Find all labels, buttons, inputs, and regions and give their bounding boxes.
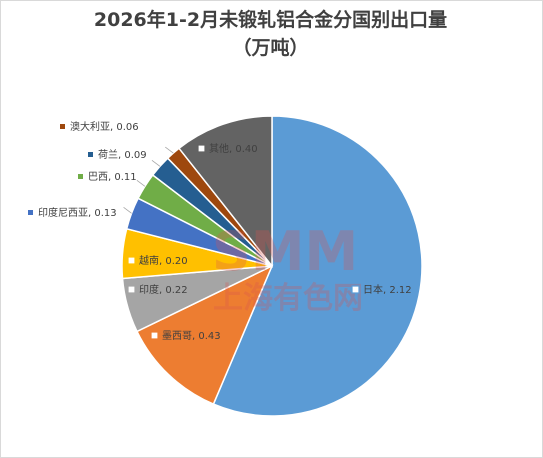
- leader-line-7: [151, 159, 161, 167]
- legend-key-8: [60, 124, 65, 129]
- leader-line-6: [136, 180, 146, 187]
- slice-label-1: 日本, 2.12: [363, 283, 412, 296]
- pie-slice-9: [177, 115, 273, 269]
- leader-line-8: [165, 146, 174, 154]
- slice-label-3: 印度, 0.22: [139, 283, 188, 296]
- legend-key-9: [197, 144, 206, 153]
- chart-title: 2026年1-2月未锻轧铝合金分国别出口量: [93, 9, 448, 31]
- slice-label-8: 澳大利亚, 0.06: [70, 120, 139, 133]
- legend-key-7: [88, 152, 93, 157]
- pie-slice-1: [212, 115, 423, 417]
- slice-label-9: 其他, 0.40: [209, 142, 258, 155]
- watermark-letters: SMM: [212, 220, 358, 283]
- slice-label-5: 印度尼西亚, 0.13: [38, 206, 117, 219]
- legend-key-5: [28, 210, 33, 215]
- slice-label-6: 巴西, 0.11: [88, 171, 137, 183]
- legend-key-6: [78, 174, 83, 179]
- chart-subtitle: （万吨）: [232, 37, 309, 59]
- legend-key-2: [150, 331, 159, 340]
- pie-slice-2: [136, 264, 274, 406]
- slice-labels: 日本, 2.12 墨西哥, 0.43 印度, 0.22 越南, 0.20 印度尼西亚, …: [28, 120, 412, 342]
- leader-line-5: [123, 206, 132, 214]
- watermark: SMM 上海有色网: [212, 220, 363, 316]
- legend-key-3: [127, 285, 136, 294]
- legend-key-1: [351, 285, 360, 294]
- pie-slices: [121, 115, 423, 417]
- slice-label-7: 荷兰, 0.09: [98, 148, 147, 161]
- slice-label-4: 越南, 0.20: [139, 254, 188, 267]
- slice-label-2: 墨西哥, 0.43: [162, 330, 221, 342]
- legend-key-4: [127, 256, 136, 265]
- watermark-chinese: 上海有色网: [213, 281, 363, 316]
- chart-title-block: 2026年1-2月未锻轧铝合金分国别出口量 （万吨）: [0, 6, 541, 62]
